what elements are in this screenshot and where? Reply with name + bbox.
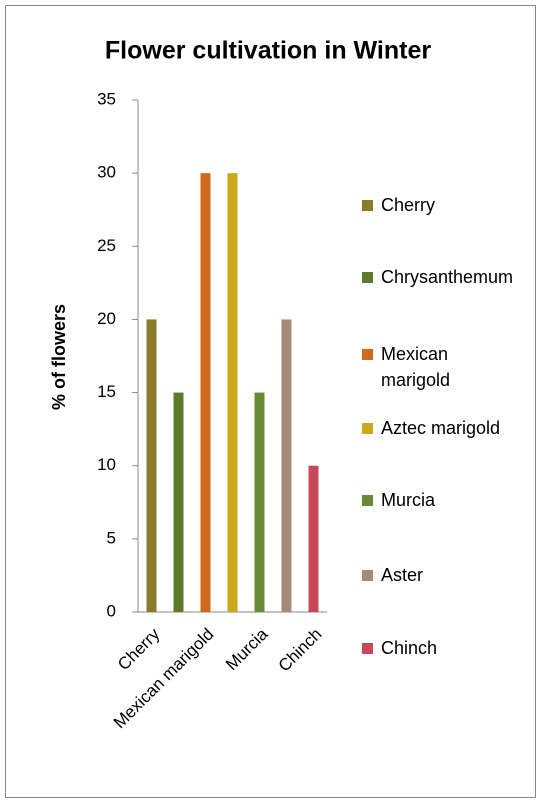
y-tick-label: 35 [97,89,116,108]
legend-entry: Chinch [362,635,532,661]
bar [254,392,265,612]
legend-entry: Aztec marigold [362,415,532,441]
chart-border [5,5,536,798]
bar [281,319,292,612]
y-tick-label: 5 [107,528,116,547]
legend-label: Murcia [381,490,436,510]
legend-swatch [362,643,373,654]
legend-entry: Aster [362,562,532,588]
y-tick-label: 10 [97,455,116,474]
bar [308,465,319,612]
legend-label: Chrysanthemum [381,267,514,287]
bar [200,173,211,612]
bar [227,173,238,612]
legend-swatch [362,570,373,581]
legend-swatch [362,349,373,360]
y-tick-label: 15 [97,382,116,401]
legend-entry: Murcia [362,487,532,513]
y-tick-label: 20 [97,309,116,328]
y-axis-label: % of flowers [49,304,69,410]
legend-label: Aztec marigold [381,418,501,438]
legend-entry: Chrysanthemum [362,264,532,290]
chart-title: Flower cultivation in Winter [105,37,431,65]
legend-swatch [362,200,373,211]
bar [146,319,157,612]
bar [173,392,184,612]
y-tick-label: 30 [97,163,116,182]
legend-label: Cherry [381,195,436,215]
y-tick-label: 25 [97,236,116,255]
legend-entry: Mexican marigold [362,341,532,393]
legend-swatch [362,423,373,434]
legend-entry: Cherry [362,192,532,218]
legend-swatch [362,495,373,506]
legend-label: Aster [381,565,424,585]
legend-label: Chinch [381,638,438,658]
legend-label: Mexican marigold [381,344,451,390]
y-tick-label: 0 [107,601,116,620]
legend-swatch [362,272,373,283]
